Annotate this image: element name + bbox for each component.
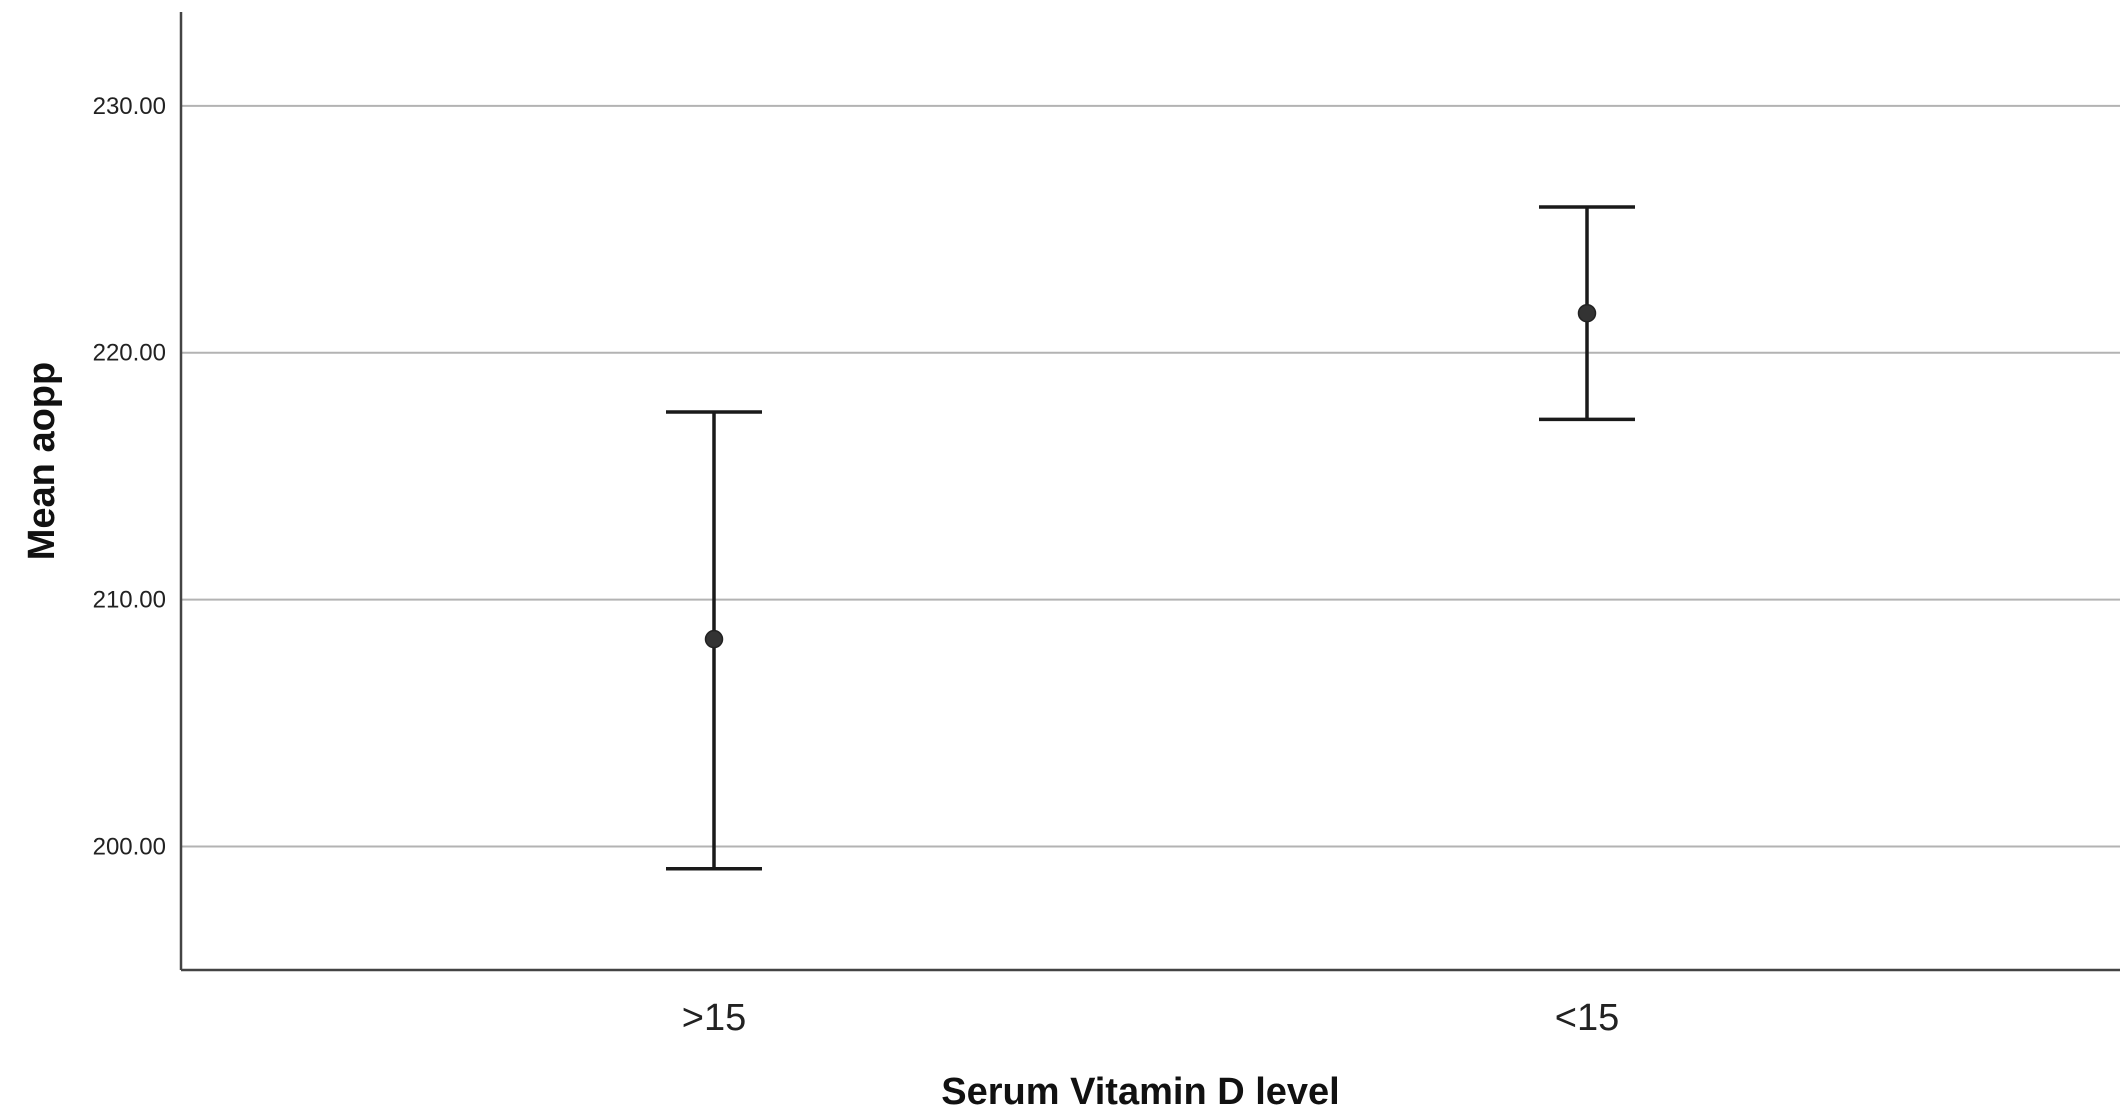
x-tick-label: <15 [1555,997,1619,1039]
error-bar-group [666,410,762,871]
x-tick-label: >15 [682,997,746,1039]
y-tick-label: 230.00 [93,93,166,120]
y-tick-labels: 200.00 210.00 220.00 230.00 [93,93,166,861]
mean-point [1577,303,1597,323]
y-tick-label: 210.00 [93,587,166,614]
y-tick-label: 220.00 [93,340,166,367]
error-bar-group [1539,205,1635,422]
gridlines [181,104,2120,848]
error-bars [666,205,1635,871]
x-tick-labels: >15 <15 [682,997,1619,1039]
y-tick-label: 200.00 [93,834,166,861]
mean-point [704,629,724,649]
x-axis-title: Serum Vitamin D level [941,1071,1339,1113]
axes [179,12,2120,972]
y-axis-title: Mean aopp [21,362,63,560]
